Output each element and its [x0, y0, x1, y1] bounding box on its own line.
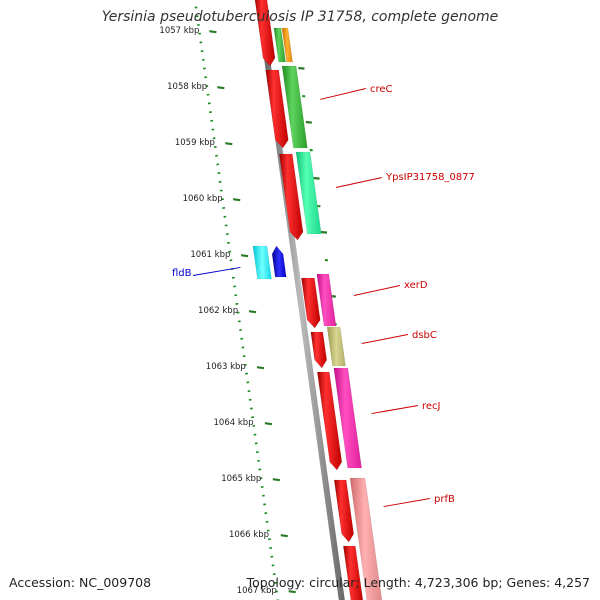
- cds-forward: [310, 331, 328, 369]
- gene-label: recJ: [422, 401, 441, 412]
- feature-track-tick: [298, 66, 305, 70]
- ruler-tick-label: 1061 kbp: [190, 250, 231, 260]
- ruler-tick: [280, 534, 288, 538]
- feature-track-tick: [320, 230, 328, 234]
- ruler-tick-label: 1064 kbp: [213, 418, 254, 428]
- gene-feature: [281, 27, 293, 63]
- ruler-tick: [272, 478, 280, 482]
- gene-label: xerD: [404, 280, 428, 291]
- ruler-tick: [240, 254, 249, 258]
- gene-feature-creC: [281, 65, 308, 149]
- cds-forward: [278, 153, 304, 241]
- ruler-tick: [209, 30, 217, 34]
- ruler-tick: [225, 142, 233, 146]
- cds-forward: [254, 0, 276, 67]
- feature-track-tick: [313, 176, 320, 180]
- gene-feature-recJ: [333, 367, 362, 469]
- ruler-tick-label: 1060 kbp: [182, 194, 223, 204]
- features: [252, 0, 383, 600]
- gene-feature-xerD: [316, 273, 337, 327]
- gene-feature-dsbC: [326, 326, 346, 367]
- cds-forward: [265, 69, 289, 149]
- cds-reverse: [271, 245, 287, 278]
- genome-backbone: [255, 0, 345, 600]
- backbone: [255, 0, 345, 600]
- gene-feature: [273, 27, 286, 63]
- ruler-tick: [288, 590, 296, 594]
- ruler-tick: [248, 310, 257, 314]
- gene-feature-YpsIP31758_0877: [295, 151, 322, 235]
- cds-forward: [333, 479, 355, 543]
- gene-label: fldB: [172, 268, 192, 279]
- ruler-tick-label: 1057 kbp: [159, 26, 200, 36]
- ruler-tick-label: 1066 kbp: [228, 530, 270, 540]
- gene-label: YpsIP31758_0877: [386, 172, 475, 183]
- ruler-tick-label: 1058 kbp: [167, 82, 208, 92]
- gene-label: prfB: [434, 494, 455, 505]
- ruler-tick: [264, 422, 273, 426]
- gene-label: dsbC: [412, 330, 437, 341]
- gene-feature-fldB: [252, 245, 272, 280]
- cds-forward: [342, 545, 364, 600]
- gene-label: creC: [370, 84, 393, 95]
- cds-forward: [301, 277, 321, 329]
- accession-label: Accession: NC_009708: [9, 575, 152, 590]
- gene-feature-prfB: [349, 477, 383, 600]
- ruler-tick-label: 1065 kbp: [221, 474, 262, 484]
- ruler-tick-label: 1067 kbp: [236, 586, 277, 596]
- genome-summary-label: Topology: circular; Length: 4,723,306 bp…: [246, 575, 590, 590]
- ruler-track: [193, 0, 280, 600]
- ruler-tick: [256, 366, 265, 370]
- ruler-tick: [233, 198, 241, 202]
- ruler-tick-label: 1059 kbp: [174, 138, 215, 148]
- feature-track-tick: [305, 120, 312, 124]
- ruler-tick-label: 1062 kbp: [198, 306, 239, 316]
- ruler-tick: [217, 86, 225, 90]
- ruler-tick-label: 1063 kbp: [205, 362, 246, 372]
- cds-forward: [316, 371, 343, 471]
- map-title: Yersinia pseudotuberculosis IP 31758, co…: [101, 9, 499, 25]
